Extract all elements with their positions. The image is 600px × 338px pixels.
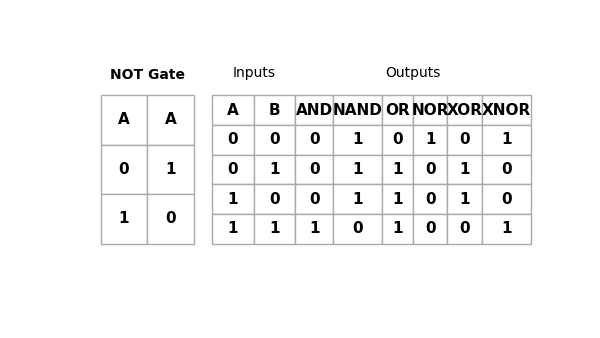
- Bar: [413, 184, 448, 214]
- Text: 1: 1: [165, 162, 176, 177]
- Text: 1: 1: [269, 221, 280, 236]
- Bar: [382, 95, 413, 125]
- Text: 1: 1: [460, 192, 470, 207]
- Text: A: A: [118, 113, 130, 127]
- Text: 0: 0: [425, 162, 436, 177]
- Bar: [382, 184, 413, 214]
- Text: XOR: XOR: [446, 102, 482, 118]
- Bar: [448, 125, 482, 154]
- Bar: [212, 125, 254, 154]
- Text: 0: 0: [227, 162, 238, 177]
- Bar: [147, 194, 194, 244]
- Text: 1: 1: [353, 132, 363, 147]
- Bar: [295, 184, 334, 214]
- Bar: [101, 194, 147, 244]
- Text: 1: 1: [228, 221, 238, 236]
- Text: Inputs: Inputs: [232, 66, 275, 80]
- Bar: [254, 95, 295, 125]
- Bar: [254, 184, 295, 214]
- Bar: [334, 95, 382, 125]
- Text: B: B: [269, 102, 280, 118]
- Bar: [382, 125, 413, 154]
- Bar: [413, 95, 448, 125]
- Bar: [212, 154, 254, 184]
- Text: 0: 0: [269, 132, 280, 147]
- Text: 1: 1: [392, 192, 403, 207]
- Bar: [334, 154, 382, 184]
- Bar: [382, 154, 413, 184]
- Bar: [101, 145, 147, 194]
- Text: 1: 1: [269, 162, 280, 177]
- Bar: [295, 154, 334, 184]
- Bar: [482, 154, 531, 184]
- Text: NAND: NAND: [333, 102, 383, 118]
- Bar: [295, 125, 334, 154]
- Bar: [413, 125, 448, 154]
- Bar: [482, 184, 531, 214]
- Text: 1: 1: [119, 211, 129, 226]
- Text: 0: 0: [460, 221, 470, 236]
- Bar: [212, 184, 254, 214]
- Text: 1: 1: [353, 192, 363, 207]
- Bar: [482, 214, 531, 244]
- Text: 1: 1: [425, 132, 436, 147]
- Text: 1: 1: [501, 221, 512, 236]
- Bar: [254, 214, 295, 244]
- Text: 1: 1: [228, 192, 238, 207]
- Bar: [382, 214, 413, 244]
- Text: 1: 1: [392, 221, 403, 236]
- Text: 1: 1: [392, 162, 403, 177]
- Bar: [334, 184, 382, 214]
- Text: 1: 1: [460, 162, 470, 177]
- Text: 0: 0: [309, 132, 320, 147]
- Bar: [101, 95, 147, 145]
- Text: NOR: NOR: [412, 102, 449, 118]
- Bar: [448, 95, 482, 125]
- Bar: [482, 125, 531, 154]
- Text: A: A: [164, 113, 176, 127]
- Text: 0: 0: [353, 221, 363, 236]
- Text: NOT Gate: NOT Gate: [110, 68, 185, 82]
- Text: 0: 0: [392, 132, 403, 147]
- Bar: [448, 214, 482, 244]
- Bar: [482, 95, 531, 125]
- Text: 0: 0: [425, 192, 436, 207]
- Text: 0: 0: [309, 192, 320, 207]
- Text: 0: 0: [269, 192, 280, 207]
- Text: 0: 0: [227, 132, 238, 147]
- Bar: [212, 95, 254, 125]
- Bar: [147, 95, 194, 145]
- Text: 1: 1: [309, 221, 320, 236]
- Text: 1: 1: [501, 132, 512, 147]
- Text: 0: 0: [165, 211, 176, 226]
- Text: 0: 0: [501, 162, 512, 177]
- Bar: [147, 145, 194, 194]
- Text: 0: 0: [501, 192, 512, 207]
- Text: A: A: [227, 102, 239, 118]
- Text: Outputs: Outputs: [385, 66, 441, 80]
- Text: XNOR: XNOR: [482, 102, 531, 118]
- Bar: [254, 125, 295, 154]
- Bar: [448, 184, 482, 214]
- Text: OR: OR: [385, 102, 410, 118]
- Bar: [413, 214, 448, 244]
- Bar: [334, 214, 382, 244]
- Bar: [448, 154, 482, 184]
- Bar: [334, 125, 382, 154]
- Bar: [295, 95, 334, 125]
- Text: AND: AND: [296, 102, 333, 118]
- Text: 0: 0: [425, 221, 436, 236]
- Text: 0: 0: [460, 132, 470, 147]
- Bar: [254, 154, 295, 184]
- Text: 1: 1: [353, 162, 363, 177]
- Bar: [413, 154, 448, 184]
- Bar: [295, 214, 334, 244]
- Text: 0: 0: [119, 162, 129, 177]
- Text: 0: 0: [309, 162, 320, 177]
- Bar: [212, 214, 254, 244]
